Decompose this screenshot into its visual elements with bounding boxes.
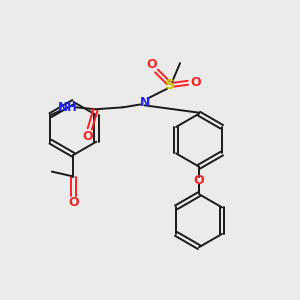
Text: O: O	[146, 58, 157, 70]
Text: NH: NH	[58, 101, 78, 114]
Text: N: N	[140, 96, 150, 109]
Text: S: S	[165, 78, 175, 92]
Text: O: O	[194, 174, 204, 187]
Text: O: O	[190, 76, 201, 89]
Text: O: O	[82, 130, 93, 143]
Text: O: O	[68, 196, 79, 209]
